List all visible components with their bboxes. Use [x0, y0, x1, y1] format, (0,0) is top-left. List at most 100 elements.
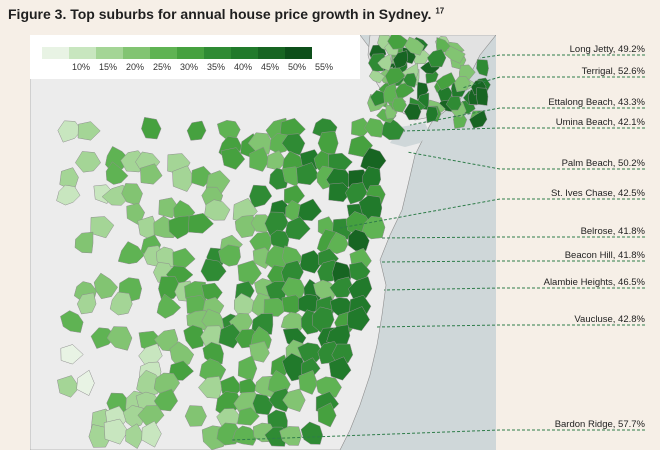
suburb-cell [266, 150, 287, 171]
legend-swatch [69, 47, 96, 59]
callout-label: Alambie Heights, 46.5% [543, 277, 645, 288]
suburb-cell [125, 423, 145, 449]
suburb-cell [368, 70, 386, 84]
suburb-cell [117, 241, 145, 265]
suburb-cell [204, 199, 231, 221]
legend-swatch [204, 47, 231, 59]
suburb-cell [60, 310, 84, 333]
suburb-cell [200, 258, 227, 282]
legend-swatch [231, 47, 258, 59]
callout-label: Belrose, 41.8% [580, 226, 645, 237]
legend-swatch [285, 47, 312, 59]
legend-swatch [177, 47, 204, 59]
suburb-cell [188, 213, 214, 234]
suburb-cell [298, 294, 320, 313]
suburb-cell [249, 341, 270, 363]
legend-swatches [42, 47, 312, 59]
suburb-cell [153, 388, 178, 412]
suburb-cell [233, 293, 259, 319]
suburb-cell [237, 355, 258, 382]
legend-label: 50% [287, 62, 307, 72]
suburb-cell [169, 341, 195, 368]
suburb-cell [103, 418, 129, 445]
suburb-cell [122, 405, 146, 428]
suburb-cell [363, 117, 386, 138]
title-footnote: 17 [435, 6, 445, 16]
suburb-cell [427, 48, 447, 68]
suburb-cell [268, 387, 292, 413]
suburb-cell [384, 67, 406, 86]
suburb-cell [109, 291, 133, 316]
callout-label: Umina Beach, 42.1% [555, 117, 645, 128]
legend-label: 25% [152, 62, 172, 72]
suburb-cell [476, 87, 489, 106]
suburb-cell [140, 163, 163, 185]
suburb-cell [281, 133, 306, 156]
suburb-cell [282, 388, 306, 413]
suburb-cell [184, 405, 207, 427]
suburb-cell [183, 324, 205, 350]
suburb-cell [172, 247, 196, 269]
suburb-cell [158, 197, 179, 219]
suburb-choropleth-map [30, 35, 496, 450]
callout-label: Beacon Hill, 41.8% [564, 250, 645, 261]
legend-swatch [150, 47, 177, 59]
suburb-cell [74, 231, 94, 254]
suburb-cell [284, 216, 311, 240]
suburb-cell [76, 292, 97, 315]
suburb-cell [156, 293, 182, 319]
legend-swatch [123, 47, 150, 59]
suburb-cell [387, 35, 409, 50]
suburb-cell [220, 147, 246, 170]
suburb-cell [351, 117, 372, 137]
suburb-cell [392, 50, 409, 70]
figure-title-text: Figure 3. Top suburbs for annual house p… [8, 6, 432, 22]
suburb-cell [141, 420, 162, 448]
suburb-cell [158, 276, 182, 301]
suburb-cell [347, 276, 373, 301]
suburb-cell [299, 250, 324, 274]
callout-leader-line [479, 54, 645, 59]
suburb-cell [218, 323, 243, 349]
suburb-cell [249, 146, 270, 172]
figure-title: Figure 3. Top suburbs for annual house p… [8, 6, 444, 22]
suburb-cell [346, 306, 370, 331]
suburb-cell [328, 356, 352, 381]
suburb-cell [57, 375, 80, 398]
suburb-cell [74, 151, 102, 173]
suburb-cell [315, 376, 342, 398]
suburb-cell [186, 120, 207, 141]
suburb-cell [56, 184, 81, 206]
suburb-cell [90, 216, 115, 239]
suburb-cell [168, 215, 194, 240]
callout-label: Terrigal, 52.6% [581, 66, 645, 77]
suburb-cell [156, 246, 178, 268]
suburb-cell [237, 407, 260, 426]
suburb-cell [476, 59, 489, 77]
legend-swatch [42, 47, 69, 59]
suburb-cell [402, 72, 417, 88]
suburb-cell [60, 344, 84, 365]
suburb-cell [172, 165, 195, 192]
suburb-cell [298, 370, 318, 395]
callout-label: Ettalong Beach, 43.3% [548, 97, 645, 108]
suburb-cell [105, 161, 129, 185]
legend-label: 55% [314, 62, 334, 72]
callout-label: Bardon Ridge, 57.7% [554, 419, 645, 430]
callout-label: Palm Beach, 50.2% [561, 158, 645, 169]
suburb-cell [137, 405, 165, 426]
legend-label: 35% [206, 62, 226, 72]
suburb-cell [93, 272, 119, 300]
suburb-cell [435, 72, 457, 91]
suburb-cell [237, 260, 262, 286]
legend-label: 40% [233, 62, 253, 72]
suburb-cells [56, 35, 491, 450]
suburb-cell [141, 117, 162, 140]
suburb-cell [106, 326, 133, 351]
suburb-cell [249, 184, 273, 209]
suburb-cell [234, 215, 257, 238]
map-canvas [30, 35, 496, 450]
suburb-cell [76, 369, 95, 396]
callout-label: St. Ives Chase, 42.5% [551, 188, 645, 199]
legend-label: 30% [179, 62, 199, 72]
